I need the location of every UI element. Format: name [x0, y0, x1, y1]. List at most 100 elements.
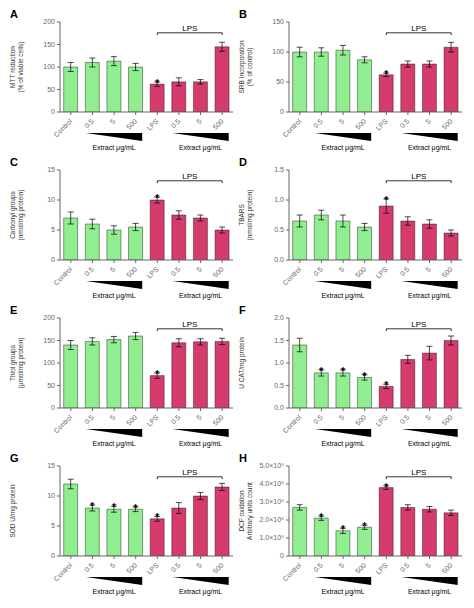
- svg-text:0.0: 0.0: [274, 404, 284, 411]
- svg-text:Extract μg/mL: Extract μg/mL: [179, 588, 222, 596]
- svg-text:4.0×10⁸: 4.0×10⁸: [259, 480, 284, 487]
- svg-text:500: 500: [354, 117, 367, 130]
- svg-text:Extract μg/mL: Extract μg/mL: [179, 292, 222, 300]
- svg-text:TBARS: TBARS: [238, 204, 245, 226]
- svg-text:Extract μg/mL: Extract μg/mL: [321, 292, 364, 300]
- svg-text:5: 5: [109, 117, 117, 125]
- svg-text:0.5: 0.5: [83, 413, 95, 425]
- svg-text:*: *: [384, 69, 388, 80]
- svg-text:0.0: 0.0: [274, 256, 284, 263]
- svg-text:Control: Control: [52, 413, 73, 434]
- svg-text:Extract μg/mL: Extract μg/mL: [179, 440, 222, 448]
- svg-text:1.5: 1.5: [274, 337, 284, 344]
- svg-text:Control: Control: [281, 413, 302, 434]
- svg-text:Control: Control: [52, 265, 73, 286]
- svg-text:5: 5: [195, 265, 203, 273]
- svg-text:1.0: 1.0: [274, 359, 284, 366]
- svg-text:1.0: 1.0: [274, 196, 284, 203]
- svg-text:150: 150: [43, 337, 55, 344]
- svg-text:50: 50: [47, 86, 55, 93]
- svg-text:*: *: [363, 371, 367, 382]
- svg-text:50: 50: [276, 78, 284, 85]
- svg-text:0.5: 0.5: [399, 265, 411, 277]
- svg-text:DCF oxidation: DCF oxidation: [238, 490, 245, 532]
- svg-text:LPS: LPS: [182, 172, 197, 181]
- svg-text:LPS: LPS: [145, 413, 160, 428]
- svg-text:0: 0: [280, 108, 284, 115]
- svg-text:*: *: [155, 369, 159, 380]
- svg-text:0.5: 0.5: [312, 265, 324, 277]
- svg-text:LPS: LPS: [411, 24, 426, 33]
- svg-text:0.5: 0.5: [83, 117, 95, 129]
- svg-text:0.5: 0.5: [399, 117, 411, 129]
- svg-text:1.5: 1.5: [274, 166, 284, 173]
- svg-text:*: *: [384, 380, 388, 391]
- svg-text:Extract μg/mL: Extract μg/mL: [408, 588, 451, 596]
- svg-text:5: 5: [424, 265, 432, 273]
- svg-text:0.5: 0.5: [399, 413, 411, 425]
- svg-text:0.5: 0.5: [274, 226, 284, 233]
- svg-text:*: *: [384, 482, 388, 493]
- svg-text:5: 5: [424, 413, 432, 421]
- svg-text:(% of control): (% of control): [246, 48, 254, 87]
- svg-text:0.5: 0.5: [274, 382, 284, 389]
- svg-text:500: 500: [125, 265, 138, 278]
- svg-text:10: 10: [47, 492, 55, 499]
- svg-text:Carbonyl groups: Carbonyl groups: [9, 190, 17, 238]
- svg-text:LPS: LPS: [374, 117, 389, 132]
- svg-text:5.0×10⁸: 5.0×10⁸: [259, 462, 284, 469]
- svg-text:5: 5: [338, 413, 346, 421]
- svg-text:Control: Control: [52, 117, 73, 138]
- svg-text:Arbitrary units count: Arbitrary units count: [246, 482, 254, 540]
- svg-text:*: *: [341, 366, 345, 377]
- svg-text:*: *: [90, 501, 94, 512]
- svg-text:500: 500: [211, 413, 224, 426]
- svg-text:Extract μg/mL: Extract μg/mL: [408, 440, 451, 448]
- svg-text:Extract μg/mL: Extract μg/mL: [321, 588, 364, 596]
- svg-text:Extract μg/mL: Extract μg/mL: [92, 144, 135, 152]
- svg-text:500: 500: [354, 413, 367, 426]
- svg-text:5: 5: [195, 413, 203, 421]
- svg-text:0: 0: [280, 552, 284, 559]
- svg-text:2.0: 2.0: [274, 314, 284, 321]
- svg-text:*: *: [363, 521, 367, 532]
- svg-text:0.5: 0.5: [312, 117, 324, 129]
- svg-text:5: 5: [109, 561, 117, 569]
- svg-text:5: 5: [338, 265, 346, 273]
- svg-text:LPS: LPS: [374, 561, 389, 576]
- svg-text:Extract μg/mL: Extract μg/mL: [92, 292, 135, 300]
- svg-text:Control: Control: [281, 265, 302, 286]
- svg-text:LPS: LPS: [145, 265, 160, 280]
- svg-text:Control: Control: [281, 117, 302, 138]
- svg-text:(nmol/mg protein): (nmol/mg protein): [17, 190, 25, 241]
- svg-text:MTT reduction: MTT reduction: [9, 46, 16, 88]
- svg-text:*: *: [319, 366, 323, 377]
- svg-text:5: 5: [338, 117, 346, 125]
- svg-text:0.5: 0.5: [170, 117, 182, 129]
- svg-text:*: *: [155, 193, 159, 204]
- svg-text:5: 5: [51, 226, 55, 233]
- svg-text:15: 15: [47, 166, 55, 173]
- svg-text:Extract μg/mL: Extract μg/mL: [408, 292, 451, 300]
- svg-text:5: 5: [51, 522, 55, 529]
- svg-text:0.5: 0.5: [83, 561, 95, 573]
- svg-text:LPS: LPS: [145, 561, 160, 576]
- svg-text:500: 500: [211, 265, 224, 278]
- svg-text:SRB Incorporation: SRB Incorporation: [238, 40, 246, 93]
- svg-text:500: 500: [354, 265, 367, 278]
- svg-text:150: 150: [43, 41, 55, 48]
- svg-text:500: 500: [125, 413, 138, 426]
- svg-text:0.5: 0.5: [312, 561, 324, 573]
- svg-text:(μmol/mg protein): (μmol/mg protein): [17, 337, 25, 388]
- svg-text:15: 15: [47, 462, 55, 469]
- svg-text:Extract μg/mL: Extract μg/mL: [179, 144, 222, 152]
- svg-text:*: *: [112, 502, 116, 513]
- svg-text:0: 0: [51, 108, 55, 115]
- svg-text:LPS: LPS: [182, 468, 197, 477]
- svg-text:200: 200: [43, 314, 55, 321]
- svg-text:LPS: LPS: [411, 172, 426, 181]
- svg-text:LPS: LPS: [182, 320, 197, 329]
- svg-text:U CAT/mg protein: U CAT/mg protein: [238, 337, 246, 389]
- svg-text:0.5: 0.5: [170, 561, 182, 573]
- svg-text:*: *: [384, 195, 388, 206]
